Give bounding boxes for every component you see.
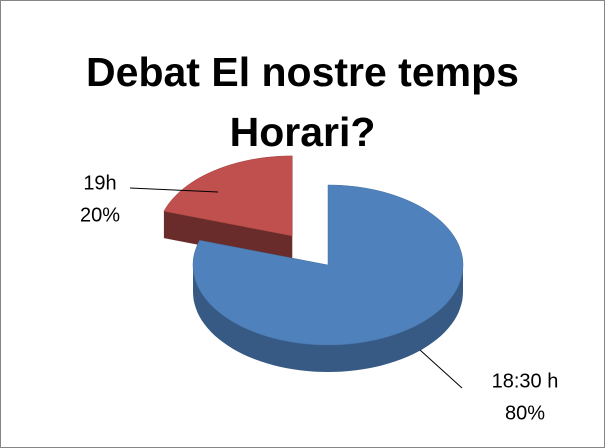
slice-label: 18:30 h — [492, 370, 559, 392]
slice — [192, 184, 464, 346]
chart-title: Debat El nostre temps Horari? — [86, 49, 519, 155]
slice — [163, 155, 293, 237]
slice-value-label: 20% — [80, 204, 120, 226]
leader-line — [419, 349, 463, 389]
slice-label: 19h — [83, 172, 116, 194]
leader-line — [129, 187, 219, 193]
slice-value-label: 80% — [505, 402, 545, 424]
slice-wall — [193, 265, 463, 372]
slice-side — [163, 211, 293, 263]
